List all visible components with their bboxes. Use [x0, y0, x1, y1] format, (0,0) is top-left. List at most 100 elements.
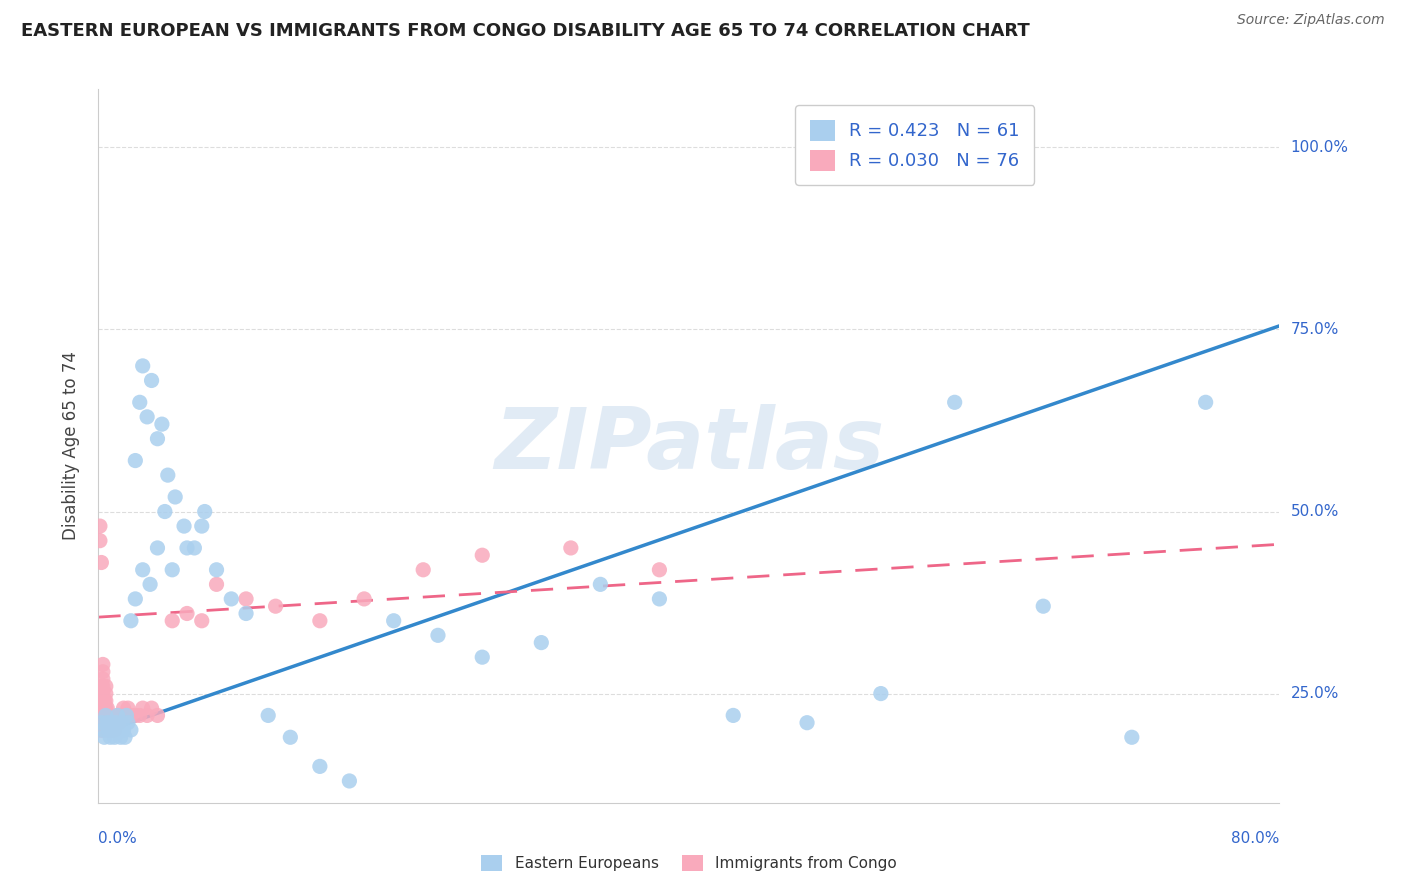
Point — [91, 694, 114, 708]
Point — [165, 490, 187, 504]
Point — [89, 723, 111, 737]
Point — [91, 657, 114, 672]
Point — [1032, 599, 1054, 614]
Point — [205, 563, 228, 577]
Point — [105, 715, 128, 730]
Point — [90, 708, 112, 723]
Point — [412, 563, 434, 577]
Text: 0.0%: 0.0% — [98, 831, 138, 846]
Text: 75.0%: 75.0% — [1291, 322, 1339, 337]
Point — [176, 607, 198, 621]
Point — [108, 723, 131, 737]
Point — [89, 519, 111, 533]
Point — [869, 687, 891, 701]
Point — [104, 723, 127, 737]
Point — [91, 708, 114, 723]
Point — [111, 708, 134, 723]
Point — [90, 687, 112, 701]
Point — [191, 519, 214, 533]
Y-axis label: Disability Age 65 to 74: Disability Age 65 to 74 — [62, 351, 80, 541]
Point — [105, 715, 128, 730]
Point — [112, 701, 135, 715]
Text: 25.0%: 25.0% — [1291, 686, 1339, 701]
Point — [235, 591, 257, 606]
Point — [124, 453, 146, 467]
Point — [648, 563, 671, 577]
Point — [108, 715, 131, 730]
Point — [257, 708, 280, 723]
Point — [96, 708, 118, 723]
Point — [96, 715, 118, 730]
Point — [112, 723, 135, 737]
Point — [94, 687, 117, 701]
Point — [153, 504, 176, 518]
Point — [183, 541, 205, 555]
Point — [94, 679, 117, 693]
Point — [353, 591, 375, 606]
Point — [235, 607, 257, 621]
Point — [98, 723, 121, 737]
Point — [110, 731, 132, 745]
Point — [91, 701, 114, 715]
Point — [114, 708, 136, 723]
Point — [139, 577, 162, 591]
Point — [150, 417, 173, 432]
Point — [124, 591, 146, 606]
Point — [100, 715, 122, 730]
Point — [97, 715, 120, 730]
Point — [132, 701, 155, 715]
Point — [1121, 731, 1143, 745]
Point — [90, 715, 112, 730]
Point — [93, 731, 115, 745]
Point — [91, 687, 114, 701]
Point — [97, 723, 120, 737]
Point — [943, 395, 966, 409]
Point — [93, 701, 115, 715]
Point — [110, 708, 132, 723]
Point — [162, 563, 183, 577]
Point — [309, 614, 332, 628]
Point — [115, 708, 138, 723]
Point — [89, 694, 111, 708]
Point — [91, 723, 114, 737]
Point — [94, 701, 117, 715]
Point — [93, 694, 115, 708]
Point — [107, 708, 129, 723]
Point — [132, 359, 155, 373]
Point — [471, 548, 494, 562]
Point — [120, 708, 142, 723]
Point — [103, 715, 125, 730]
Point — [141, 701, 163, 715]
Point — [96, 701, 118, 715]
Point — [205, 577, 228, 591]
Point — [427, 628, 450, 642]
Point — [114, 731, 136, 745]
Point — [1195, 395, 1218, 409]
Text: ZIPatlas: ZIPatlas — [494, 404, 884, 488]
Point — [100, 715, 122, 730]
Point — [103, 723, 125, 737]
Point — [96, 723, 118, 737]
Point — [98, 715, 121, 730]
Point — [89, 708, 111, 723]
Point — [94, 708, 117, 723]
Point — [97, 723, 120, 737]
Point — [89, 715, 111, 730]
Point — [382, 614, 405, 628]
Point — [91, 715, 114, 730]
Point — [93, 708, 115, 723]
Text: EASTERN EUROPEAN VS IMMIGRANTS FROM CONGO DISABILITY AGE 65 TO 74 CORRELATION CH: EASTERN EUROPEAN VS IMMIGRANTS FROM CONG… — [21, 22, 1029, 40]
Point — [90, 679, 112, 693]
Point — [128, 708, 150, 723]
Point — [93, 723, 115, 737]
Point — [141, 374, 163, 388]
Point — [796, 715, 818, 730]
Point — [194, 504, 217, 518]
Point — [176, 541, 198, 555]
Text: 50.0%: 50.0% — [1291, 504, 1339, 519]
Point — [136, 708, 159, 723]
Point — [648, 591, 671, 606]
Point — [97, 708, 120, 723]
Point — [98, 731, 121, 745]
Point — [120, 614, 142, 628]
